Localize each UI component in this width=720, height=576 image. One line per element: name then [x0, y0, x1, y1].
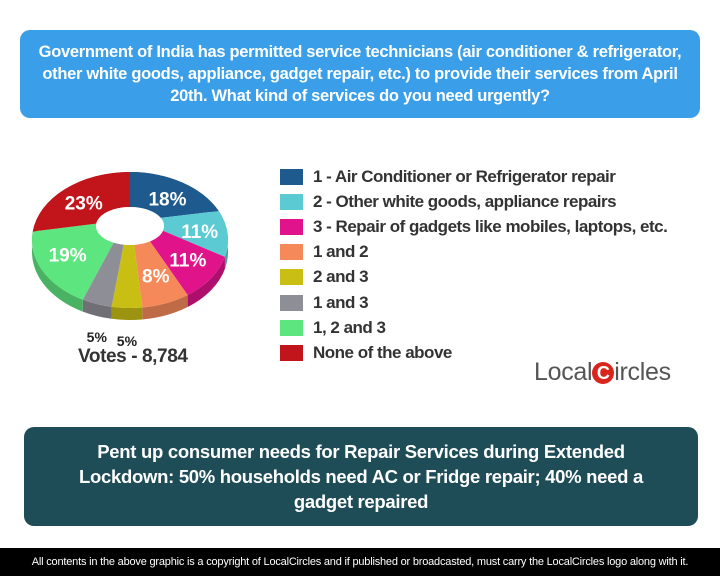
legend-swatch [280, 269, 303, 286]
copyright-footer: All contents in the above graphic is a c… [0, 548, 720, 576]
legend-item: 1 and 2 [280, 240, 667, 265]
legend-item: 1 - Air Conditioner or Refrigerator repa… [280, 164, 667, 189]
slice-side [82, 299, 112, 319]
slice-label: 11% [169, 250, 206, 271]
question-text: Government of India has permitted servic… [38, 43, 682, 105]
pie-slice [32, 172, 130, 232]
slice-side [111, 306, 143, 320]
slice-side [142, 295, 188, 320]
legend-swatch [280, 168, 303, 185]
legend: 1 - Air Conditioner or Refrigerator repa… [280, 164, 668, 366]
slice-label: 11% [181, 222, 218, 243]
pie-slice [31, 223, 114, 300]
legend-swatch [280, 193, 303, 210]
slice-side [187, 256, 225, 308]
votes-count: Votes - 8,784 [78, 346, 188, 367]
slice-label: 23% [65, 193, 103, 214]
slice-label: 8% [142, 266, 170, 287]
pie-slice [134, 241, 188, 308]
pie-slice [111, 244, 143, 308]
pie-slice [149, 230, 225, 296]
legend-item: 3 - Repair of gadgets like mobiles, lapt… [280, 214, 668, 239]
footer-text: All contents in the above graphic is a c… [31, 556, 689, 568]
legend-label: 2 and 3 [313, 267, 369, 287]
legend-swatch [280, 294, 303, 311]
slice-label: 5% [117, 333, 138, 349]
slice-label: 19% [49, 246, 87, 267]
slice-side [31, 231, 83, 312]
question-banner: Government of India has permitted servic… [20, 30, 700, 118]
legend-label: 1 and 2 [313, 242, 369, 262]
legend-label: 2 - Other white goods, appliance repairs [313, 191, 617, 211]
legend-label: 3 - Repair of gadgets like mobiles, lapt… [313, 216, 668, 236]
slice-label: 5% [87, 329, 108, 345]
pie-slice [82, 242, 124, 307]
legend-label: 1 and 3 [313, 292, 369, 312]
donut-chart: 18%11%11%8%5%5%19%23% [31, 172, 228, 349]
legend-swatch [280, 319, 303, 336]
legend-swatch [280, 218, 303, 235]
legend-item: 2 and 3 [280, 265, 667, 290]
legend-label: None of the above [313, 342, 452, 362]
slice-label: 18% [148, 189, 186, 210]
pie-slice [130, 172, 219, 218]
donut-hole [96, 207, 164, 245]
legend-item: None of the above [280, 340, 667, 365]
legend-item: 2 - Other white goods, appliance repairs [280, 189, 667, 214]
legend-label: 1, 2 and 3 [313, 317, 386, 337]
legend-swatch [280, 344, 303, 361]
headline-banner: Pent up consumer needs for Repair Servic… [24, 427, 698, 526]
pie-slice [160, 211, 228, 257]
headline-text: Pent up consumer needs for Repair Servic… [79, 441, 643, 512]
legend-label: 1 - Air Conditioner or Refrigerator repa… [313, 166, 616, 186]
legend-swatch [280, 244, 303, 261]
legend-item: 1, 2 and 3 [280, 315, 667, 340]
legend-item: 1 and 3 [280, 290, 667, 315]
